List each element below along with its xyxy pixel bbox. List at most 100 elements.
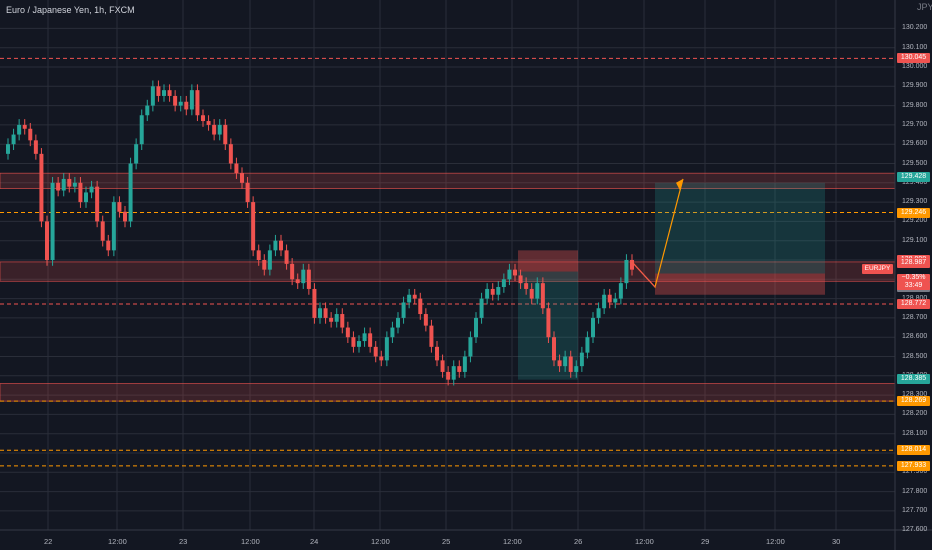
time-tick-label: 12:00 [766, 537, 785, 546]
candle-body [206, 121, 211, 125]
candle-body [563, 356, 568, 367]
candle-body [345, 327, 350, 338]
candle-body [518, 275, 523, 284]
candle-body [117, 202, 122, 212]
price-tick-label: 128.800 [902, 295, 927, 302]
candle-body [373, 346, 378, 357]
candle-body [618, 283, 623, 299]
candle-body [306, 269, 311, 289]
candle-body [490, 288, 495, 295]
candle-body [440, 360, 445, 372]
candle-body [290, 263, 295, 280]
candle-body [217, 124, 222, 135]
candle-body [39, 153, 44, 222]
price-tick-label: 130.100 [902, 43, 928, 51]
price-tick-label: 129.200 [902, 217, 928, 225]
candle-body [228, 144, 233, 164]
candle-body [334, 314, 339, 322]
candle-body [17, 124, 22, 135]
time-tick-label: 24 [310, 537, 319, 546]
candle-body [429, 325, 434, 347]
price-tick-label: 128.600 [902, 333, 928, 341]
candle-body [602, 294, 607, 309]
candle-body [529, 288, 534, 299]
last-price-change: −0.35% [897, 274, 930, 282]
candle-body [513, 269, 517, 276]
candle-body [318, 308, 322, 318]
candle-body [72, 182, 77, 187]
time-tick-label: 22 [44, 537, 53, 546]
time-tick-label: 12:00 [108, 537, 127, 546]
candle-body [178, 101, 183, 106]
symbol-badge: EURJPY [862, 264, 893, 274]
candle-body [340, 314, 345, 328]
time-tick-label: 12:00 [241, 537, 260, 546]
candle-body [67, 178, 72, 187]
candle-body [613, 298, 618, 303]
candle-body [468, 337, 473, 357]
candle-body [579, 352, 584, 367]
candle-body [45, 221, 49, 260]
price-tag: 129.246 [897, 207, 930, 218]
candle-body [312, 288, 317, 318]
candle-body [212, 124, 217, 135]
time-tick-label: 12:00 [371, 537, 390, 546]
candle-body [507, 269, 512, 280]
candle-body [84, 192, 88, 203]
time-tick-label: 23 [179, 537, 188, 546]
candle-body [524, 283, 529, 289]
candle-body [485, 288, 490, 299]
price-tick-label: 129.600 [902, 140, 928, 148]
price-tick-label: 129.500 [902, 159, 928, 167]
candle-body [396, 317, 400, 328]
candle-body [145, 105, 150, 116]
price-tick-label: 130.200 [902, 24, 928, 32]
currency-icon[interactable]: JPY [917, 2, 932, 12]
profit-zone [655, 182, 825, 274]
candle-body [379, 356, 384, 361]
candle-body [189, 90, 194, 110]
candle-body [568, 356, 573, 372]
candle-body [6, 144, 10, 154]
candle-body [162, 90, 166, 96]
candle-body [195, 90, 200, 116]
candle-body [624, 260, 629, 284]
candle-body [446, 371, 451, 380]
candle-body [100, 221, 105, 241]
candle-body [284, 250, 289, 264]
candle-body [607, 294, 612, 303]
price-tag: 128.269 [897, 396, 930, 407]
candle-body [139, 115, 144, 145]
candle-body [390, 327, 395, 338]
price-tick-label: 129.900 [902, 82, 928, 90]
price-tag: 128.772 [897, 299, 930, 309]
candle-body [167, 90, 172, 96]
candle-body [535, 283, 540, 299]
candle-body [262, 260, 267, 270]
candle-body [329, 317, 334, 322]
price-tag: 130.045 [897, 53, 930, 64]
price-tick-label: 130.000 [902, 63, 928, 70]
candle-body [201, 115, 205, 122]
candle-body [267, 250, 272, 270]
candle-body [557, 360, 562, 367]
candle-body [457, 366, 462, 372]
candle-body [384, 337, 389, 361]
price-tag: 129.428 [897, 172, 930, 183]
candle-body [295, 279, 300, 284]
price-tag: 128.987 [897, 257, 930, 268]
candle-body [234, 163, 239, 174]
candle-body [462, 356, 467, 372]
candle-body [22, 124, 27, 129]
candle-body [123, 211, 127, 222]
candle-body [245, 182, 250, 203]
candle-body [78, 182, 83, 203]
candle-body [28, 128, 33, 141]
candle-body [368, 333, 373, 347]
candle-body [251, 202, 256, 251]
candle-body [95, 186, 100, 222]
candle-body [128, 163, 133, 222]
candle-body [596, 308, 601, 318]
arrow-head [676, 178, 683, 191]
